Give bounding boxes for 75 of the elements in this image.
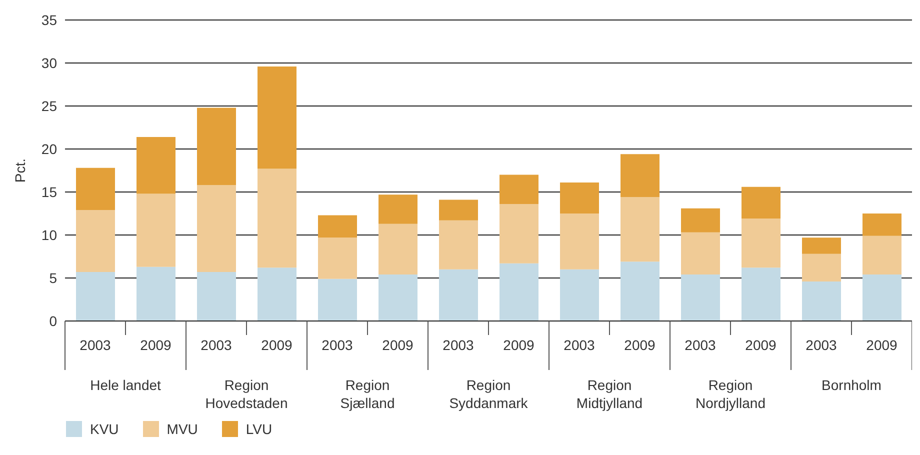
- bar: [258, 268, 296, 321]
- legend-label: LVU: [244, 421, 272, 437]
- x-tick-label: 2003: [684, 337, 716, 353]
- bar: [258, 66, 296, 169]
- bar: [742, 268, 780, 321]
- text: Hele landet: [90, 377, 162, 393]
- bar: [197, 108, 236, 186]
- bar: [620, 154, 660, 198]
- legend-label: KVU: [89, 421, 119, 437]
- text: Bornholm: [822, 377, 882, 393]
- bar: [136, 266, 176, 321]
- bar: [378, 224, 418, 275]
- x-tick-label: 2003: [80, 337, 112, 353]
- x-tick-label: 2003: [806, 337, 838, 353]
- bar: [500, 263, 538, 321]
- bar: [681, 208, 720, 232]
- x-tick-label: 2009: [866, 337, 898, 353]
- bar: [197, 272, 236, 321]
- y-tick-label: 15: [41, 184, 58, 200]
- bar: [318, 215, 357, 238]
- x-tick-label: 2009: [382, 337, 414, 353]
- x-tick-label: 2003: [442, 337, 474, 353]
- text: Region Sjælland: [340, 377, 395, 411]
- bar: [378, 194, 418, 224]
- x-tick-label: 2009: [624, 337, 656, 353]
- bar: [802, 238, 841, 254]
- text: Region Midtjylland: [576, 377, 643, 411]
- bar: [802, 254, 841, 282]
- bar: [378, 274, 418, 321]
- legend-label: MVU: [166, 421, 198, 437]
- x-tick-label: 2009: [745, 337, 777, 353]
- y-axis-title: Pct.: [12, 158, 28, 183]
- y-tick-label: 5: [49, 270, 58, 286]
- bar: [742, 218, 780, 268]
- bar: [560, 182, 599, 214]
- x-tick-label: 2003: [200, 337, 232, 353]
- bar: [802, 281, 841, 321]
- bar: [500, 174, 538, 204]
- y-tick-label: 0: [49, 312, 58, 329]
- bar: [862, 236, 902, 275]
- bar: [76, 168, 115, 210]
- y-tick-label: 30: [41, 54, 58, 71]
- bar: [862, 214, 902, 236]
- bar: [439, 220, 478, 270]
- x-tick-label: 2003: [564, 337, 596, 353]
- bar: [560, 269, 599, 321]
- bar: [439, 269, 478, 321]
- y-tick-label: 20: [41, 140, 58, 157]
- bar: [681, 274, 720, 321]
- bar: [620, 197, 660, 262]
- text: Region Hovedstaden: [205, 377, 288, 411]
- bar: [620, 262, 660, 321]
- x-tick-label: 2009: [261, 337, 293, 353]
- bar: [318, 278, 357, 321]
- text: Region Nordjylland: [695, 377, 766, 411]
- bar: [742, 186, 780, 219]
- bar: [439, 200, 478, 220]
- bar: [136, 136, 176, 194]
- bar: [318, 238, 357, 279]
- bar: [136, 194, 176, 267]
- x-tick-label: 2009: [140, 337, 172, 353]
- y-tick-label: 10: [41, 226, 58, 243]
- bar: [76, 272, 115, 321]
- x-tick-label: 2003: [322, 337, 354, 353]
- x-tick-label: 2009: [503, 337, 535, 353]
- bar: [197, 185, 236, 272]
- y-tick-label: 25: [41, 98, 58, 114]
- bar: [258, 168, 296, 268]
- text: Region Syddanmark: [449, 377, 529, 411]
- bar: [862, 274, 902, 321]
- bar: [560, 214, 599, 270]
- bar: [76, 210, 115, 272]
- bar: [681, 232, 720, 275]
- bar: [500, 204, 538, 264]
- y-tick-label: 35: [41, 12, 58, 28]
